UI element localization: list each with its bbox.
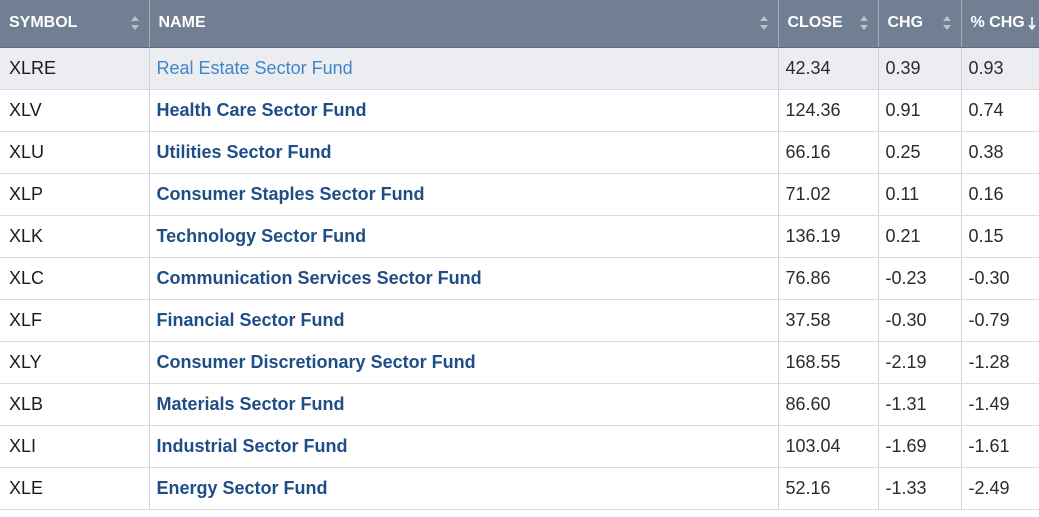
sort-updown-icon [130, 16, 139, 31]
fund-name-cell: Health Care Sector Fund [149, 89, 779, 132]
symbol-cell: XLB [0, 383, 150, 426]
table-row: XLF Financial Sector Fund 37.58 -0.30 -0.79 [0, 299, 1039, 342]
close-cell: 52.16 [778, 467, 879, 510]
pct-chg-cell: -0.79 [961, 299, 1039, 342]
close-cell: 168.55 [778, 341, 879, 384]
chg-cell: 0.25 [878, 131, 962, 174]
column-header-label: SYMBOL [9, 14, 78, 32]
fund-name-cell: Consumer Staples Sector Fund [149, 173, 779, 216]
table-row: XLY Consumer Discretionary Sector Fund 168… [0, 341, 1039, 384]
sort-updown-icon [942, 16, 951, 31]
pct-chg-cell: -2.49 [961, 467, 1039, 510]
fund-name-link[interactable]: Consumer Staples Sector Fund [156, 183, 425, 204]
table-row: XLC Communication Services Sector Fund 76.… [0, 257, 1039, 300]
symbol-cell: XLU [0, 131, 150, 174]
sort-down-arrow-icon [1028, 17, 1036, 31]
close-cell: 124.36 [778, 89, 879, 132]
chg-cell: 0.91 [878, 89, 962, 132]
column-header-symbol[interactable]: SYMBOL [0, 0, 150, 48]
close-cell: 103.04 [778, 425, 879, 468]
chg-cell: 0.39 [878, 47, 962, 90]
column-header-close[interactable]: CLOSE [778, 0, 879, 48]
symbol-cell: XLV [0, 89, 150, 132]
column-header-label: % CHG [970, 14, 1025, 32]
column-header-chg[interactable]: CHG [878, 0, 962, 48]
fund-name-link[interactable]: Materials Sector Fund [156, 393, 345, 414]
symbol-cell: XLK [0, 215, 150, 258]
fund-name-link[interactable]: Financial Sector Fund [156, 309, 345, 330]
fund-name-cell: Financial Sector Fund [149, 299, 779, 342]
table-row: XLP Consumer Staples Sector Fund 71.02 0.11… [0, 173, 1039, 216]
column-header-name[interactable]: NAME [149, 0, 779, 48]
chg-cell: -0.23 [878, 257, 962, 300]
table-header: SYMBOL NAME CLOSE CHG % CHG [0, 0, 1039, 48]
chg-cell: -0.30 [878, 299, 962, 342]
fund-name-cell: Communication Services Sector Fund [149, 257, 779, 300]
pct-chg-cell: 0.38 [961, 131, 1039, 174]
pct-chg-cell: 0.16 [961, 173, 1039, 216]
close-cell: 76.86 [778, 257, 879, 300]
pct-chg-cell: -0.30 [961, 257, 1039, 300]
fund-name-cell: Real Estate Sector Fund [149, 47, 779, 90]
fund-name-link[interactable]: Utilities Sector Fund [156, 141, 332, 162]
table-body: XLRE Real Estate Sector Fund 42.34 0.39 0.93… [0, 47, 1039, 510]
chg-cell: -1.69 [878, 425, 962, 468]
symbol-cell: XLRE [0, 47, 150, 90]
pct-chg-cell: 0.15 [961, 215, 1039, 258]
symbol-cell: XLP [0, 173, 150, 216]
table-row: XLV Health Care Sector Fund 124.36 0.91 0.74 [0, 89, 1039, 132]
column-header-label: CLOSE [787, 14, 843, 32]
close-cell: 71.02 [778, 173, 879, 216]
close-cell: 66.16 [778, 131, 879, 174]
fund-name-cell: Consumer Discretionary Sector Fund [149, 341, 779, 384]
close-cell: 136.19 [778, 215, 879, 258]
close-cell: 86.60 [778, 383, 879, 426]
symbol-cell: XLF [0, 299, 150, 342]
column-header-label: CHG [887, 14, 924, 32]
chg-cell: 0.11 [878, 173, 962, 216]
symbol-cell: XLC [0, 257, 150, 300]
chg-cell: -2.19 [878, 341, 962, 384]
symbol-cell: XLI [0, 425, 150, 468]
pct-chg-cell: -1.28 [961, 341, 1039, 384]
chg-cell: -1.33 [878, 467, 962, 510]
chg-cell: 0.21 [878, 215, 962, 258]
fund-name-cell: Utilities Sector Fund [149, 131, 779, 174]
column-header-pct-chg[interactable]: % CHG [961, 0, 1039, 48]
table-row: XLK Technology Sector Fund 136.19 0.21 0.15 [0, 215, 1039, 258]
fund-name-link[interactable]: Health Care Sector Fund [156, 99, 367, 120]
table-row: XLI Industrial Sector Fund 103.04 -1.69 -1.6… [0, 425, 1039, 468]
fund-name-link[interactable]: Energy Sector Fund [156, 477, 328, 498]
fund-name-link[interactable]: Communication Services Sector Fund [156, 267, 482, 288]
close-cell: 42.34 [778, 47, 879, 90]
header-row: SYMBOL NAME CLOSE CHG % CHG [0, 0, 1039, 48]
fund-name-cell: Technology Sector Fund [149, 215, 779, 258]
pct-chg-cell: 0.93 [961, 47, 1039, 90]
table-row: XLU Utilities Sector Fund 66.16 0.25 0.38 [0, 131, 1039, 174]
fund-name-cell: Energy Sector Fund [149, 467, 779, 510]
fund-name-link[interactable]: Technology Sector Fund [156, 225, 367, 246]
table-row: XLRE Real Estate Sector Fund 42.34 0.39 0.93 [0, 47, 1039, 90]
symbol-cell: XLE [0, 467, 150, 510]
fund-name-cell: Industrial Sector Fund [149, 425, 779, 468]
table-row: XLB Materials Sector Fund 86.60 -1.31 -1.49 [0, 383, 1039, 426]
sort-updown-icon [859, 16, 868, 31]
close-cell: 37.58 [778, 299, 879, 342]
sort-updown-icon [759, 16, 768, 31]
fund-name-link[interactable]: Industrial Sector Fund [156, 435, 348, 456]
chg-cell: -1.31 [878, 383, 962, 426]
fund-name-link[interactable]: Consumer Discretionary Sector Fund [156, 351, 476, 372]
column-header-label: NAME [158, 14, 206, 32]
table-row: XLE Energy Sector Fund 52.16 -1.33 -2.49 [0, 467, 1039, 510]
pct-chg-cell: -1.49 [961, 383, 1039, 426]
fund-name-link[interactable]: Real Estate Sector Fund [156, 57, 353, 78]
pct-chg-cell: 0.74 [961, 89, 1039, 132]
symbol-cell: XLY [0, 341, 150, 384]
pct-chg-cell: -1.61 [961, 425, 1039, 468]
fund-name-cell: Materials Sector Fund [149, 383, 779, 426]
